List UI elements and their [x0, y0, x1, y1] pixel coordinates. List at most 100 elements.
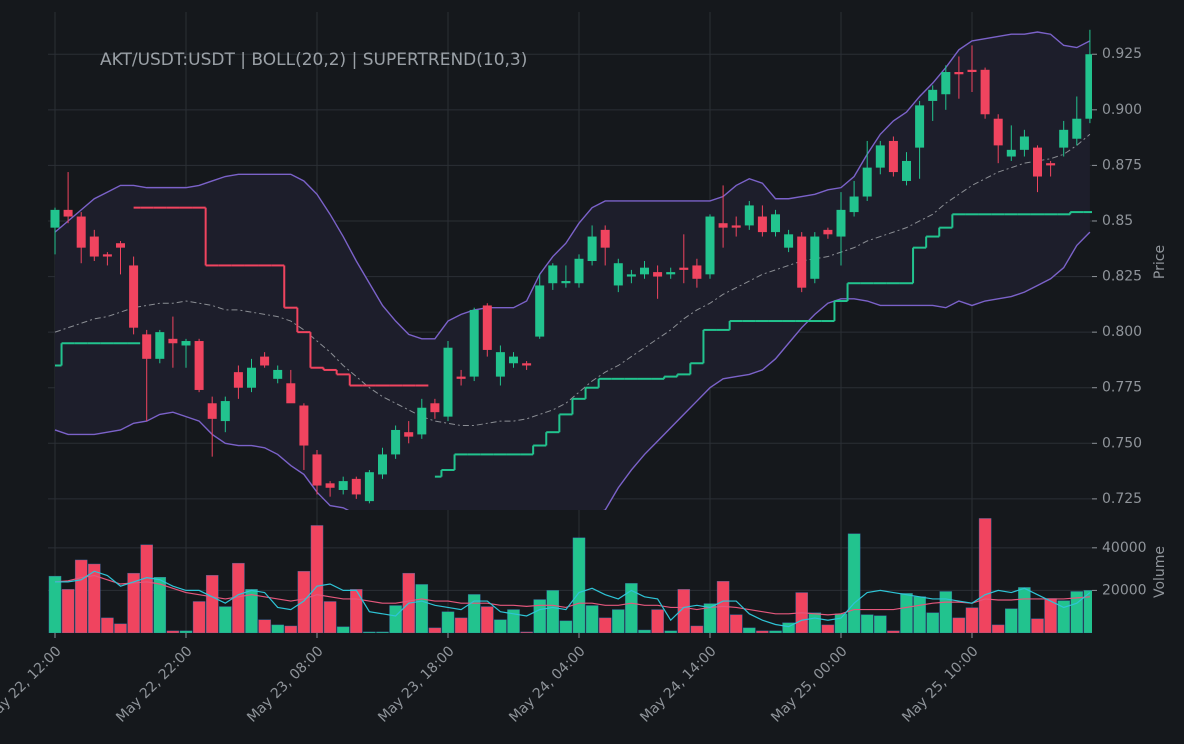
volume-ma	[54, 574, 1090, 616]
candle-body	[888, 140, 898, 173]
candle-body	[116, 243, 125, 248]
candle-body	[784, 234, 794, 248]
y-tick-label: 0.925	[1102, 46, 1142, 62]
candle-body	[63, 209, 73, 217]
candle-body	[338, 481, 348, 490]
volume-bar	[690, 625, 704, 633]
volume-bar	[546, 590, 560, 633]
candle-body	[731, 225, 741, 228]
volume-bar	[127, 572, 140, 633]
candle-body	[600, 229, 610, 248]
candle-body	[1046, 163, 1056, 166]
candle-body	[155, 332, 165, 359]
candle-body	[168, 338, 178, 344]
bollinger-middle	[54, 133, 1091, 427]
volume-bar	[926, 612, 939, 633]
candle-body	[509, 356, 518, 364]
volume-bar	[494, 619, 507, 633]
candle-body	[1059, 129, 1069, 148]
candle-body	[757, 216, 767, 233]
volume-bar	[743, 627, 756, 633]
candle-body	[587, 236, 597, 261]
volume-bar	[271, 624, 284, 633]
volume-bar	[572, 537, 586, 633]
y-tick-label: 0.750	[1102, 435, 1142, 451]
candle-body	[915, 105, 925, 148]
volume-bar	[939, 591, 953, 633]
volume-bar	[245, 589, 258, 633]
candle-body	[404, 432, 414, 437]
candle-body	[941, 72, 951, 95]
volume-bar	[428, 627, 442, 633]
candle-body	[640, 267, 649, 275]
candle-body	[181, 341, 191, 346]
candle-body	[76, 216, 86, 248]
volume-bar	[507, 609, 520, 633]
y-tick-label: 0.725	[1102, 491, 1142, 507]
candle-body	[902, 160, 911, 181]
volume-bar	[336, 626, 350, 633]
y-tick-label: 0.85	[1102, 213, 1133, 229]
volume-bar	[1057, 600, 1070, 633]
volume-bar	[1005, 608, 1018, 633]
volume-bar	[664, 630, 677, 633]
y-tick-label: 0.800	[1102, 324, 1142, 340]
volume-bar	[1031, 618, 1044, 633]
candle-body	[810, 236, 820, 279]
volume-bar	[205, 575, 219, 633]
candle-body	[535, 285, 545, 337]
candle-body	[522, 363, 532, 366]
volume-bar	[219, 606, 232, 633]
candle-body	[771, 214, 780, 233]
volume-bar	[481, 606, 494, 633]
volume-bar	[638, 629, 651, 633]
candle-body	[89, 236, 99, 257]
candle-body	[50, 209, 60, 228]
volume-bar	[585, 605, 599, 633]
volume-panel	[48, 518, 1092, 633]
candle-body	[967, 69, 977, 73]
volume-bar	[625, 583, 638, 633]
candle-body	[233, 372, 243, 388]
volume-bar	[88, 563, 101, 633]
candle-body	[626, 274, 636, 277]
candle-body	[692, 265, 702, 279]
volume-bar	[913, 596, 926, 633]
volume-bar	[612, 609, 625, 633]
volume-bar	[520, 631, 533, 633]
candle-body	[653, 272, 663, 277]
candle-body	[129, 265, 139, 328]
candle-body	[613, 263, 623, 286]
volume-bar	[598, 617, 612, 633]
volume-bar	[874, 615, 887, 633]
y-axis-label: Price	[1152, 245, 1168, 279]
candle-body	[286, 383, 296, 404]
y-tick-label: 0.900	[1102, 102, 1142, 118]
candle-body	[561, 281, 571, 284]
candle-body	[744, 205, 754, 226]
volume-bar	[297, 571, 311, 633]
candle-body	[391, 429, 401, 455]
candle-body	[207, 403, 217, 419]
volume-bar	[952, 617, 966, 633]
volume-bar	[441, 611, 455, 633]
y-tick-label: 0.775	[1102, 380, 1142, 396]
volume-bar	[140, 544, 153, 633]
candle-body	[417, 407, 427, 435]
candle-body	[443, 347, 453, 417]
volume-bar	[1083, 590, 1092, 633]
volume-bar	[310, 525, 324, 633]
candle-body	[312, 454, 322, 486]
candle-body	[299, 405, 309, 446]
price-panel	[50, 29, 1092, 510]
volume-bar	[454, 617, 468, 633]
candle-body	[142, 334, 152, 359]
candle-body	[325, 483, 335, 488]
candle-body	[102, 254, 112, 257]
volume-bar	[179, 630, 193, 633]
volume-bar	[821, 624, 835, 633]
candle-body	[1033, 147, 1042, 177]
candle-body	[430, 403, 440, 413]
volume-bar	[389, 605, 402, 633]
volume-tick-label: 40000	[1102, 540, 1147, 556]
